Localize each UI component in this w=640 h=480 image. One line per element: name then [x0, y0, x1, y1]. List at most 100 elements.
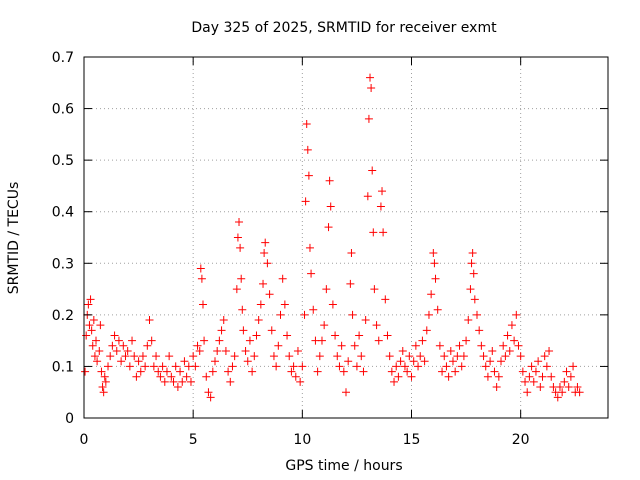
data-point: [263, 259, 272, 268]
data-point: [424, 310, 433, 319]
data-point: [337, 341, 346, 350]
data-point: [228, 362, 237, 371]
y-tick-label: 0: [65, 411, 74, 427]
data-point: [313, 367, 322, 376]
data-point: [486, 357, 495, 366]
data-point: [121, 352, 130, 361]
data-point: [272, 362, 281, 371]
data-point: [114, 336, 123, 345]
data-point: [267, 326, 276, 335]
data-point: [346, 279, 355, 288]
data-point: [429, 248, 438, 257]
data-point: [208, 367, 217, 376]
data-point: [378, 187, 387, 196]
data-point: [176, 367, 185, 376]
data-point: [497, 357, 506, 366]
data-point: [547, 372, 556, 381]
data-point: [523, 388, 532, 397]
data-point: [475, 326, 484, 335]
grid-lines: [84, 57, 608, 418]
data-point: [477, 341, 486, 350]
data-point: [545, 346, 554, 355]
data-point: [542, 362, 551, 371]
data-point: [274, 341, 283, 350]
data-point: [512, 310, 521, 319]
data-point: [501, 352, 510, 361]
data-point: [303, 145, 312, 154]
x-axis-label: GPS time / hours: [285, 458, 402, 474]
data-point: [233, 233, 242, 242]
data-point: [119, 341, 128, 350]
data-point: [569, 362, 578, 371]
data-point: [88, 341, 97, 350]
data-point: [156, 372, 165, 381]
data-point: [123, 346, 132, 355]
data-point: [317, 336, 326, 345]
y-tick-label: 0.4: [52, 205, 74, 221]
data-point: [219, 316, 228, 325]
data-point: [400, 362, 409, 371]
data-point: [518, 367, 527, 376]
data-point: [300, 310, 309, 319]
plot-frame: [83, 56, 609, 419]
data-point: [466, 285, 475, 294]
data-point: [287, 367, 296, 376]
data-point: [289, 362, 298, 371]
data-point: [285, 352, 294, 361]
data-point: [324, 223, 333, 232]
data-point: [383, 331, 392, 340]
data-point: [490, 367, 499, 376]
data-point: [350, 341, 359, 350]
data-point: [536, 383, 545, 392]
data-point: [396, 357, 405, 366]
data-point: [158, 362, 167, 371]
data-point: [180, 357, 189, 366]
data-point: [368, 166, 377, 175]
data-point: [510, 336, 519, 345]
data-point: [558, 388, 567, 397]
data-point: [162, 367, 171, 376]
data-point: [372, 321, 381, 330]
data-point: [291, 372, 300, 381]
data-point: [92, 336, 101, 345]
data-point: [307, 269, 316, 278]
data-point: [305, 243, 314, 252]
data-point: [198, 300, 207, 309]
data-point: [106, 352, 115, 361]
data-point: [575, 388, 584, 397]
data-point: [534, 357, 543, 366]
data-point: [361, 316, 370, 325]
data-point: [138, 352, 147, 361]
data-point: [296, 377, 305, 386]
data-point: [462, 336, 471, 345]
data-point: [132, 372, 141, 381]
data-point: [241, 346, 250, 355]
data-point: [224, 367, 233, 376]
data-point: [197, 274, 206, 283]
data-point: [325, 176, 334, 185]
data-point: [374, 336, 383, 345]
data-point: [525, 372, 534, 381]
data-point: [82, 331, 91, 340]
data-point: [136, 367, 145, 376]
data-point: [104, 362, 113, 371]
data-point: [320, 321, 329, 330]
data-point: [95, 346, 104, 355]
data-point: [250, 352, 259, 361]
data-point: [200, 336, 209, 345]
x-tick-label: 5: [189, 432, 198, 448]
data-point: [405, 352, 414, 361]
data-point: [390, 377, 399, 386]
y-tick-label: 0.1: [52, 359, 74, 375]
data-point: [355, 331, 364, 340]
data-point: [440, 352, 449, 361]
data-point: [96, 321, 105, 330]
data-point: [435, 341, 444, 350]
data-point: [235, 218, 244, 227]
data-point: [256, 300, 265, 309]
data-point: [97, 367, 106, 376]
data-point: [283, 331, 292, 340]
data-point: [160, 377, 169, 386]
data-point: [128, 336, 137, 345]
data-point: [335, 362, 344, 371]
